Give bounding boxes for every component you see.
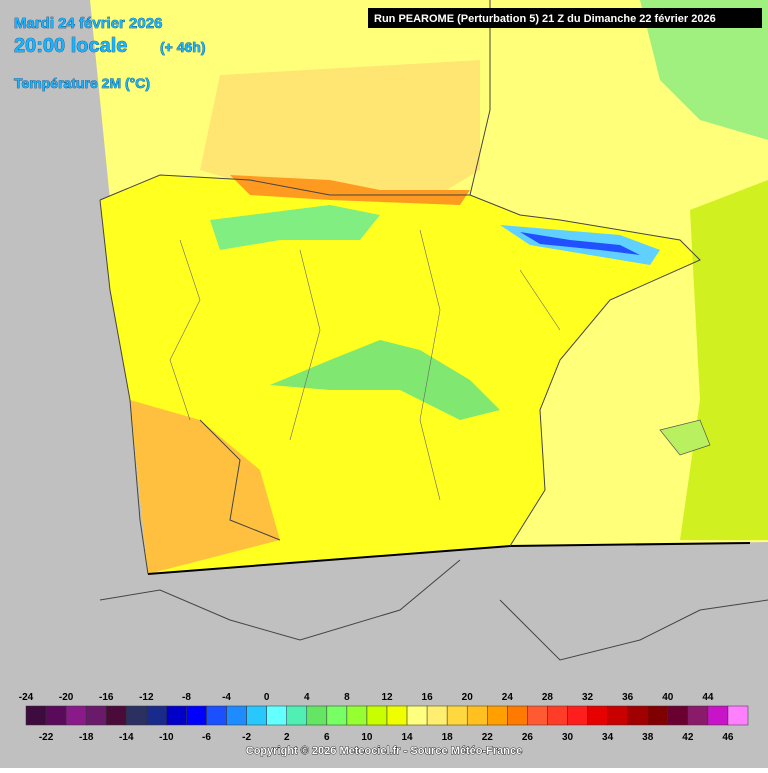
legend-swatch xyxy=(667,705,689,726)
legend-swatch xyxy=(446,705,468,726)
legend-label: 32 xyxy=(582,692,594,703)
legend-swatch xyxy=(166,705,187,726)
legend-swatch xyxy=(65,705,87,726)
legend-label: 20 xyxy=(462,692,474,703)
legend-swatch xyxy=(426,705,448,726)
legend-label: 46 xyxy=(722,732,734,743)
run-info: Run PEAROME (Perturbation 5) 21 Z du Dim… xyxy=(374,13,716,25)
legend-swatch xyxy=(45,705,67,726)
legend-swatch xyxy=(466,705,488,726)
legend-label: 30 xyxy=(562,732,574,743)
legend-label: 6 xyxy=(324,732,330,743)
legend-label: 24 xyxy=(502,692,514,703)
legend-swatch xyxy=(406,705,428,726)
legend-label: -20 xyxy=(59,692,74,703)
cantabrian-green xyxy=(210,205,380,250)
legend-swatch xyxy=(246,705,267,726)
legend-swatch xyxy=(146,705,167,726)
central-green xyxy=(270,340,500,420)
legend-label: -24 xyxy=(19,692,34,703)
legend-swatch xyxy=(266,705,287,726)
legend-swatch xyxy=(607,705,628,726)
island xyxy=(659,419,711,456)
legend-label: -2 xyxy=(242,732,251,743)
legend-label: -22 xyxy=(39,732,54,743)
legend-label: 16 xyxy=(422,692,434,703)
southwest-warm xyxy=(130,400,280,574)
legend-swatch xyxy=(587,705,608,726)
legend-swatch xyxy=(707,705,729,726)
legend-swatch xyxy=(25,705,47,726)
legend-label: 28 xyxy=(542,692,554,703)
med-east xyxy=(680,180,768,540)
legend-label: 26 xyxy=(522,732,534,743)
copyright: Copyright © 2026 Meteociel.fr - Source M… xyxy=(246,745,522,757)
legend-swatch xyxy=(286,705,308,726)
legend-swatch xyxy=(306,705,328,726)
legend-panel xyxy=(0,684,768,768)
coastlines xyxy=(99,0,768,661)
northeast-green xyxy=(640,0,768,140)
legend-swatch xyxy=(126,705,147,726)
time: 20:00 locale xyxy=(14,35,127,57)
legend-label: 12 xyxy=(381,692,393,703)
pyrenees-coldest xyxy=(520,232,640,255)
legend-label: 2 xyxy=(284,732,290,743)
legend-label: -18 xyxy=(79,732,94,743)
legend-label: -6 xyxy=(202,732,211,743)
legend-label: -14 xyxy=(119,732,134,743)
legend-label: 4 xyxy=(304,692,310,703)
legend-swatch xyxy=(567,705,588,726)
run-box xyxy=(368,8,762,28)
legend-swatch xyxy=(507,705,528,726)
legend-swatch xyxy=(527,705,548,726)
legend-label: 36 xyxy=(622,692,634,703)
legend-label: -12 xyxy=(139,692,154,703)
borders xyxy=(169,229,561,501)
legend-label: 18 xyxy=(442,732,454,743)
legend-label: 0 xyxy=(264,692,270,703)
legend-label: -10 xyxy=(159,732,174,743)
coast-warm xyxy=(230,175,470,205)
legend-swatch xyxy=(727,705,749,726)
legend-swatch xyxy=(206,705,227,726)
legend-swatch xyxy=(186,705,207,726)
legend-swatch xyxy=(627,705,648,726)
sea-warm xyxy=(200,60,480,200)
legend-swatch xyxy=(487,705,508,726)
legend-swatch xyxy=(85,705,107,726)
legend-swatch xyxy=(687,705,709,726)
legend-label: 22 xyxy=(482,732,494,743)
legend-swatch xyxy=(105,705,127,726)
legend-label: -8 xyxy=(182,692,191,703)
legend-label: 42 xyxy=(682,732,694,743)
lead-time: (+ 46h) xyxy=(160,39,206,55)
parameter: Température 2M (°C) xyxy=(14,75,150,91)
legend-swatch xyxy=(366,705,388,726)
legend-label: 14 xyxy=(401,732,413,743)
legend-swatch xyxy=(547,705,568,726)
legend-label: 38 xyxy=(642,732,654,743)
legend-label: 8 xyxy=(344,692,350,703)
legend-swatch xyxy=(346,705,368,726)
legend-swatch xyxy=(386,705,408,726)
legend-label: -4 xyxy=(222,692,231,703)
date: Mardi 24 février 2026 xyxy=(14,15,162,32)
legend-label: 44 xyxy=(702,692,714,703)
legend-swatch xyxy=(647,705,669,726)
legend-label: 34 xyxy=(602,732,614,743)
legend-swatch xyxy=(326,705,348,726)
legend-label: 40 xyxy=(662,692,674,703)
legend-label: -16 xyxy=(99,692,114,703)
legend-swatch xyxy=(226,705,247,726)
legend-label: 10 xyxy=(361,732,373,743)
